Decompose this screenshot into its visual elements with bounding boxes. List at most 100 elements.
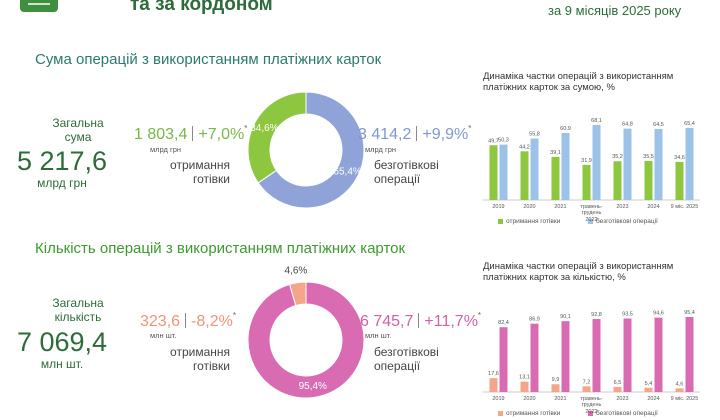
- x-tick-label: 2024: [647, 396, 660, 402]
- bar: [654, 128, 663, 200]
- total-unit: млрд грн: [37, 176, 87, 190]
- bar: [654, 317, 663, 392]
- note: *: [477, 311, 482, 320]
- amount: 1 803,4: [134, 126, 188, 143]
- x-tick-label: 2021: [554, 204, 567, 210]
- cashless-unit: млн шт.: [365, 331, 392, 340]
- total-label: Загальна сума: [52, 116, 104, 144]
- donut-label: 95,4%: [299, 381, 327, 392]
- x-tick-label: травень-грудень 2022: [580, 204, 603, 223]
- bar: [561, 132, 570, 200]
- donut-label: 65,4%: [333, 167, 361, 178]
- separator: [192, 126, 194, 141]
- note: *: [232, 311, 236, 320]
- bar: [592, 319, 601, 392]
- total-unit: млн шт.: [40, 357, 84, 371]
- change: +9,9%: [422, 126, 469, 143]
- bar: [582, 164, 591, 200]
- legend-label: безготівкові операції: [596, 218, 658, 225]
- bar: [685, 127, 694, 200]
- value-label: 34,6: [674, 155, 685, 161]
- bar: [551, 384, 560, 392]
- donut-label: 4,6%: [285, 265, 308, 276]
- value-label: 92,8: [591, 312, 602, 318]
- legend-label: отримання готівки: [506, 410, 561, 417]
- bar: [489, 145, 498, 200]
- separator: [185, 313, 187, 328]
- x-tick-label: 2020: [523, 204, 536, 210]
- total-label: Загальна кількість: [52, 296, 104, 324]
- bar: [685, 317, 694, 392]
- note: *: [244, 124, 248, 133]
- value-label: 44,2: [519, 144, 530, 150]
- value-label: 82,4: [498, 320, 509, 326]
- value-label: 13,1: [519, 375, 530, 381]
- value-label: 39,1: [550, 150, 561, 156]
- bar: [644, 387, 653, 392]
- bar: [530, 323, 539, 392]
- bar: [592, 125, 601, 200]
- legend-swatch: [498, 411, 503, 416]
- total-value: 5 217,6: [16, 146, 108, 176]
- value-label: 50,3: [498, 138, 509, 144]
- legend-swatch: [498, 219, 503, 224]
- section-title: Сума операцій з використанням платіжних …: [35, 51, 382, 68]
- donut-label: 34,6%: [250, 123, 278, 134]
- value-label: 4,6: [676, 381, 684, 387]
- bar: [551, 156, 560, 200]
- bar: [530, 138, 539, 200]
- note: *: [468, 124, 472, 133]
- x-tick-label: 2020: [523, 396, 536, 402]
- cashless-name: безготівкові операції: [374, 158, 439, 186]
- cash-amount: 1 803,4 +7,0%*: [134, 124, 247, 144]
- x-tick-label: 2023: [616, 204, 629, 210]
- legend-swatch: [588, 219, 593, 224]
- value-label: 9,9: [552, 377, 560, 383]
- value-label: 65,4: [684, 121, 695, 127]
- cash-amount: 323,6 -8,2%*: [140, 311, 236, 331]
- bar: [489, 378, 498, 392]
- value-label: 68,1: [591, 118, 602, 124]
- value-label: 93,5: [622, 311, 633, 317]
- amount: 323,6: [140, 313, 181, 330]
- header-icon: [20, 0, 58, 12]
- value-label: 17,6: [488, 371, 499, 377]
- value-label: 90,1: [560, 314, 571, 320]
- value-label: 35,2: [612, 154, 623, 160]
- change: +11,7%: [424, 313, 478, 330]
- bar: [520, 381, 529, 392]
- x-tick-label: 2019: [492, 204, 505, 210]
- x-tick-label: 2023: [616, 396, 629, 402]
- value-label: 49,7: [488, 138, 499, 144]
- amount: 3 414,2: [358, 126, 412, 143]
- bar: [520, 151, 529, 200]
- value-label: 35,5: [643, 154, 654, 160]
- legend-label: отримання готівки: [506, 218, 561, 225]
- cashless-unit: млрд грн: [365, 145, 397, 154]
- cash-unit: млрд грн: [150, 145, 182, 154]
- x-tick-label: 9 міс. 2025: [670, 396, 699, 402]
- legend-label: безготівкові операції: [596, 410, 658, 417]
- cashless-amount: 3 414,2 +9,9%*: [358, 124, 471, 144]
- value-label: 6,5: [614, 380, 622, 386]
- amount: 6 745,7: [360, 313, 414, 330]
- change: +7,0%: [198, 126, 245, 143]
- bar: [644, 160, 653, 200]
- value-label: 31,9: [581, 158, 592, 164]
- x-tick-label: 2024: [647, 204, 660, 210]
- bar: [561, 321, 570, 392]
- change: -8,2%: [191, 313, 233, 330]
- bar: [623, 128, 632, 200]
- value-label: 7,2: [583, 379, 591, 385]
- chart-title: Динаміка частки операцій з використанням…: [483, 261, 674, 283]
- value-label: 95,4: [684, 310, 695, 316]
- bar: [499, 144, 508, 200]
- bar: [582, 386, 591, 392]
- value-label: 55,8: [529, 132, 540, 138]
- donut-slice: [247, 281, 365, 399]
- bar: [613, 386, 622, 392]
- cash-unit: млн шт.: [150, 331, 177, 340]
- cash-name: отримання готівки: [170, 158, 230, 186]
